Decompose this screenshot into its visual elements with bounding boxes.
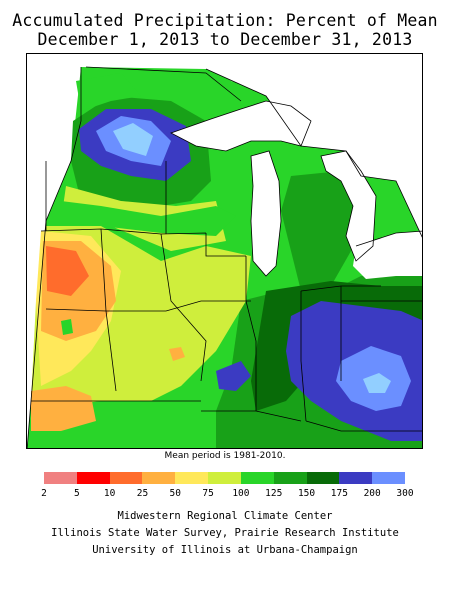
map-title-line1: Accumulated Precipitation: Percent of Me… (12, 11, 438, 30)
zone-dark-green-michigan (281, 171, 356, 291)
legend-swatch (142, 472, 176, 484)
zone-blue-south-illinois (216, 361, 251, 391)
legend-tick-label: 125 (265, 488, 283, 499)
legend-tick-label: 100 (232, 488, 250, 499)
legend-tick-label: 75 (202, 488, 214, 499)
zone-green-northwest (76, 73, 141, 111)
legend-color-bar (44, 472, 405, 484)
legend-tick-label: 25 (136, 488, 149, 499)
zone-orange-kansas (31, 386, 96, 431)
zone-red-orange-dakotas (46, 246, 89, 296)
legend-swatch (306, 472, 340, 484)
lake-superior (171, 101, 311, 151)
legend-tick-label: 175 (330, 488, 348, 499)
legend-swatch (44, 472, 77, 484)
zone-green-band-iowa (61, 201, 236, 236)
legend-swatch (109, 472, 143, 484)
legend-tick-label: 10 (103, 488, 116, 499)
credit-line-3: University of Illinois at Urbana-Champai… (92, 544, 358, 556)
canada-white (206, 54, 422, 228)
coastline-lines (169, 100, 422, 277)
map-title-line2: December 1, 2013 to December 31, 2013 (37, 30, 413, 49)
lake-erie-region (353, 231, 422, 279)
precipitation-map (26, 53, 423, 449)
legend-tick-label: 200 (363, 488, 381, 499)
legend-swatch (175, 472, 209, 484)
legend-tick-labels: 2 5 10 25 50 75 100 125 150 175 200 300 (0, 488, 450, 500)
lake-huron (321, 151, 376, 261)
legend-tick-label: 50 (169, 488, 181, 499)
credit-line-2: Illinois State Water Survey, Prairie Res… (51, 527, 399, 539)
legend-tick-label: 150 (297, 488, 316, 499)
legend-tick-label: 300 (396, 488, 414, 499)
credit-line-1: Midwestern Regional Climate Center (117, 510, 333, 522)
legend-swatch (273, 472, 307, 484)
legend-tick-label: 5 (73, 488, 80, 499)
zone-orange-spot (169, 347, 185, 361)
legend-swatch (76, 472, 110, 484)
state-boundary-lines (31, 66, 422, 432)
legend-tick-label: 2 (41, 488, 47, 499)
legend-swatch (339, 472, 373, 484)
legend-swatch (240, 472, 274, 484)
zone-sky-blue-ohio (363, 373, 391, 393)
map-region-outline (27, 67, 422, 448)
mean-period-note: Mean period is 1981-2010. (164, 451, 286, 461)
lake-michigan (251, 151, 281, 276)
legend-swatch (208, 472, 241, 484)
zone-yellow-green-spot-wi (61, 319, 73, 335)
zone-sky-blue-minnesota (113, 123, 153, 156)
legend-swatch (372, 472, 405, 484)
